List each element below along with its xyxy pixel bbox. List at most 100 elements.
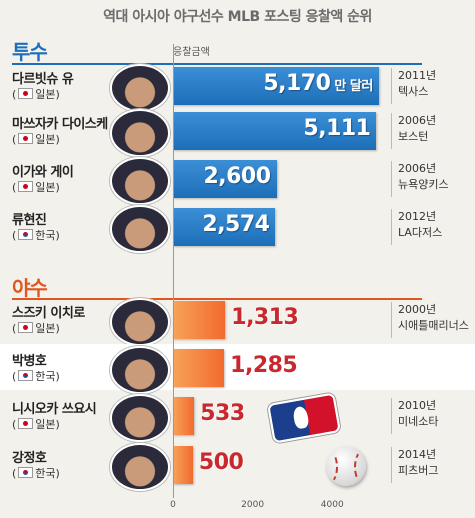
paren-open: ( [12,88,17,101]
player-name: 박병호 [12,354,47,369]
japan-flag-icon [18,322,34,333]
bar [173,349,225,387]
pitcher-section-rule [12,63,422,65]
team-name: LA다저스 [398,226,443,239]
player-photo-icon [110,157,170,205]
player-name: 다르빗슈 유 [12,72,74,87]
paren-open: ( [12,181,17,194]
bar [173,208,276,246]
team-name: 피츠버그 [398,464,439,477]
player-country: (일본) [12,179,60,195]
paren-close: ) [55,322,60,335]
axis-caption: 응찰금액 [173,47,210,58]
posting-year: 2011년 [398,69,437,82]
data-label: 2,600 [203,164,271,189]
team-name: 미네소타 [398,415,439,428]
country-name: 한국 [35,229,56,242]
team-name: 보스턴 [398,130,429,143]
country-name: 일본 [35,181,56,194]
data-label: 1,313 [231,305,299,330]
unit-label: 만 달러 [330,79,373,94]
data-value: 1,313 [231,305,299,330]
japan-flag-icon [18,418,34,429]
country-name: 일본 [35,418,56,431]
country-name: 일본 [35,133,56,146]
team-name: 뉴욕양키스 [398,178,449,191]
player-country: (일본) [12,86,60,102]
team-name: 시애틀매리너스 [398,319,469,332]
bar [173,67,379,105]
data-value: 500 [198,450,244,475]
posting-year: 2010년 [398,399,437,412]
player-photo-icon [110,64,170,112]
player-photo-icon [110,443,170,491]
bar [173,301,226,339]
paren-open: ( [12,418,17,431]
paren-open: ( [12,322,17,335]
player-country: (한국) [12,465,60,481]
bar [173,446,193,484]
paren-open: ( [12,133,17,146]
data-label: 500 [198,450,244,475]
data-value: 2,574 [202,212,270,237]
team-info: 2012년 LA다저스 [398,209,442,241]
data-label: 5,170 만 달러 [263,71,373,96]
data-value: 1,285 [230,353,298,378]
player-country: ( 일본) [12,320,60,336]
team-divider [391,161,392,197]
posting-year: 2012년 [398,210,437,223]
data-label: 5,111 [303,116,371,141]
x-tick-label: 4000 [320,500,344,510]
team-divider [391,68,392,104]
data-value: 533 [200,401,245,426]
korea-flag-icon [18,467,34,478]
player-country: ( 일본) [12,131,60,147]
team-name: 텍사스 [398,85,429,98]
paren-open: ( [12,370,17,383]
team-divider [391,398,392,434]
player-name: 니시오카 쓰요시 [12,402,97,417]
paren-open: ( [12,467,17,480]
player-photo-icon [110,109,170,157]
korea-flag-icon [18,370,34,381]
paren-close: ) [55,133,60,146]
data-value: 5,170 [263,71,331,96]
player-name: 류현진 [12,213,47,228]
paren-open: ( [12,229,17,242]
data-value: 2,600 [203,164,271,189]
korea-flag-icon [18,229,34,240]
player-photo-icon [110,298,170,346]
player-photo-icon [110,346,170,394]
posting-year: 2006년 [398,114,437,127]
bar [173,112,377,150]
axis-baseline [173,44,174,498]
mlb-logo-icon [267,392,341,444]
country-name: 일본 [35,88,56,101]
japan-flag-icon [18,133,34,144]
bar [173,397,195,435]
data-label: 533 [200,401,245,426]
bar [173,160,277,198]
posting-year: 2014년 [398,448,437,461]
highlight-row-bg [0,344,475,390]
player-photo-icon [110,205,170,253]
country-name: 일본 [35,322,56,335]
team-info: 2000년 시애틀매리너스 [398,302,469,334]
country-name: 한국 [35,370,56,383]
player-country: ( 한국) [12,368,60,384]
country-name: 한국 [35,467,56,480]
section-batter-title: 야수 [12,276,48,300]
player-photo-icon [110,394,170,442]
player-country: (한국) [12,227,60,243]
player-name: 이가와 게이 [12,165,74,180]
data-value: 5,111 [303,116,371,141]
section-pitcher-title: 투수 [12,40,48,64]
posting-year: 2006년 [398,162,437,175]
paren-close: ) [55,370,60,383]
player-country: (일본) [12,416,60,432]
